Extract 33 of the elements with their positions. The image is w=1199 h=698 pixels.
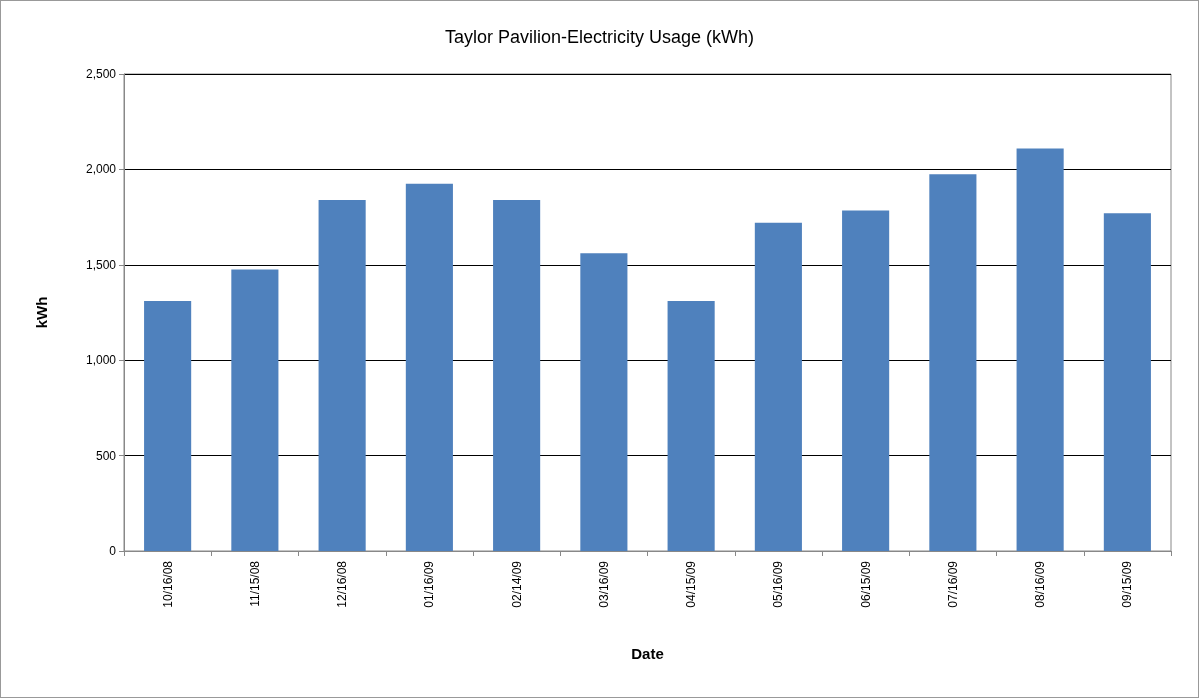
x-tick-label: 11/15/08 — [247, 560, 262, 607]
y-tick-label: 2,500 — [85, 67, 117, 81]
bar — [144, 301, 192, 551]
x-tick-label: 07/16/09 — [945, 560, 960, 608]
x-tick-label: 01/16/09 — [422, 560, 437, 608]
y-tick-label: 0 — [109, 544, 117, 558]
y-axis-title: kWh — [33, 296, 50, 329]
bar — [929, 174, 977, 551]
bar — [667, 301, 715, 551]
y-tick-label: 1,000 — [85, 353, 117, 368]
bar — [1016, 148, 1064, 551]
x-axis-title: Date — [631, 645, 664, 662]
y-tick-label: 2,000 — [85, 162, 117, 177]
chart-title: Taylor Pavilion-Electricity Usage (kWh) — [444, 27, 755, 47]
bar — [231, 269, 279, 551]
bar — [580, 253, 628, 551]
y-tick-label: 500 — [95, 448, 117, 463]
x-tick-label: 03/16/09 — [596, 560, 611, 608]
x-tick-label: 12/16/08 — [335, 560, 350, 608]
bar — [842, 210, 890, 551]
x-tick-label: 02/14/09 — [509, 560, 524, 608]
x-tick-label: 04/15/09 — [684, 560, 699, 608]
bar — [1103, 213, 1151, 551]
x-tick-label: 08/16/09 — [1033, 560, 1048, 608]
y-tick-label: 1,500 — [85, 257, 117, 272]
x-tick-label: 05/16/09 — [771, 560, 786, 608]
x-tick-label: 06/15/09 — [858, 560, 873, 608]
bar — [318, 199, 366, 551]
x-tick-label: 09/15/09 — [1120, 560, 1135, 608]
bar — [493, 199, 541, 551]
bar — [754, 222, 802, 551]
bar — [405, 183, 453, 551]
x-tick-label: 10/16/08 — [160, 560, 175, 608]
